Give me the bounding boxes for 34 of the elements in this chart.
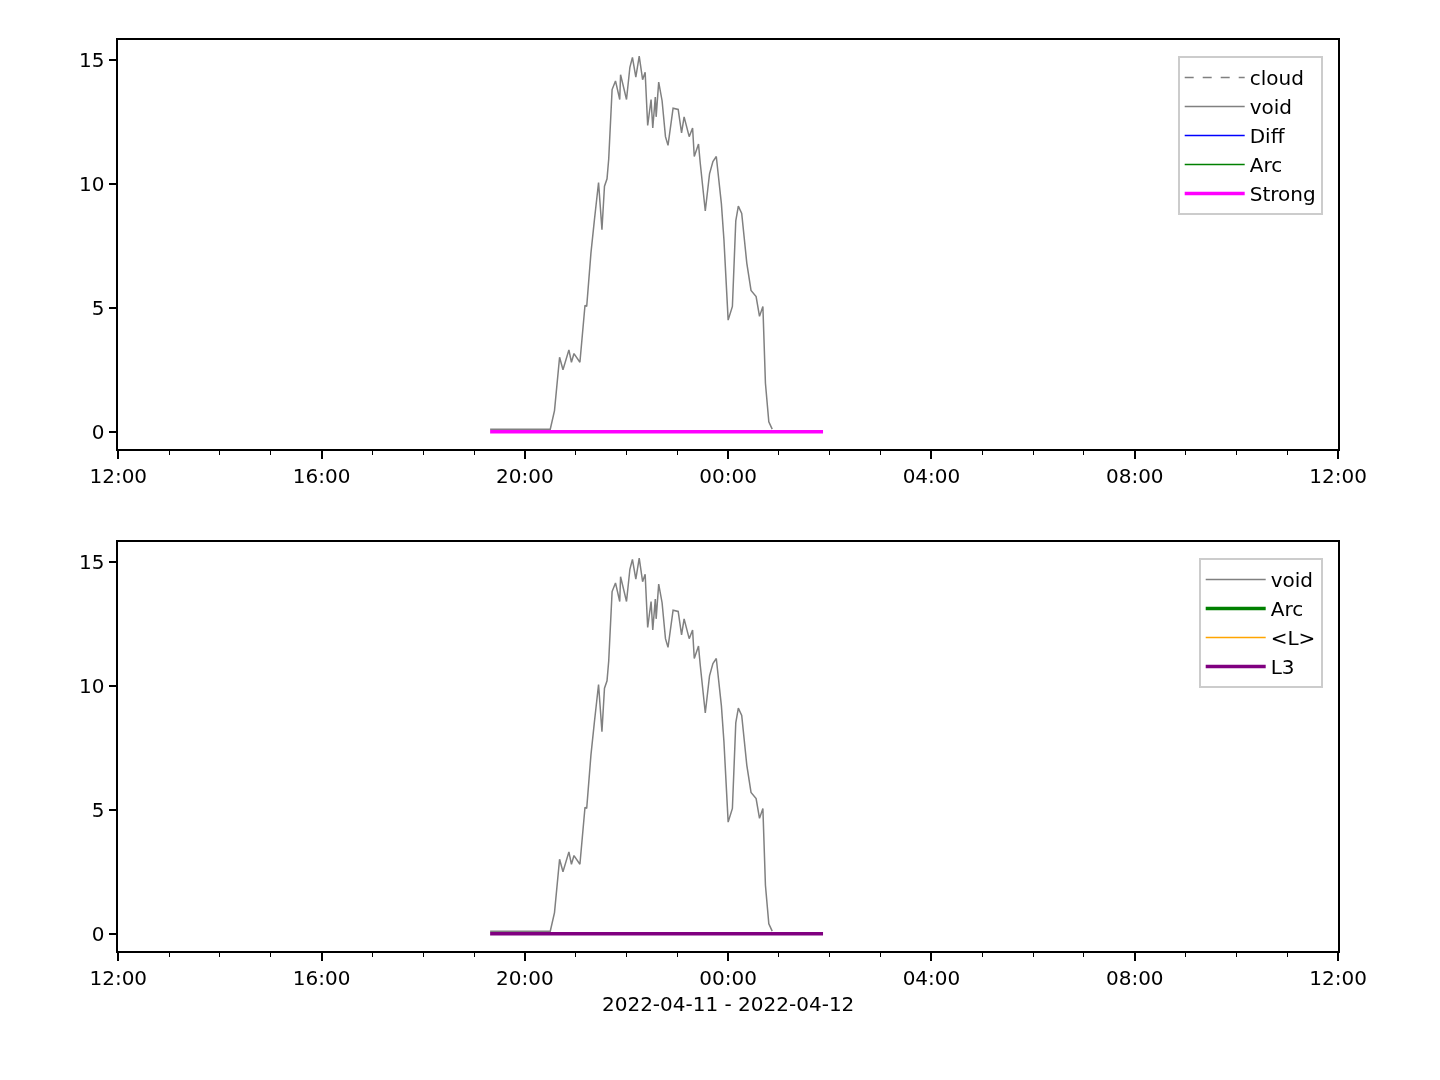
legend-label: Arc: [1249, 153, 1283, 178]
y-tick-label: 10: [79, 673, 105, 698]
x-tick-label: 04:00: [902, 463, 961, 488]
x-tick-label: 08:00: [1105, 463, 1164, 488]
legend-label: <L>: [1270, 626, 1316, 651]
x-axis-title: 2022-04-11 - 2022-04-12: [601, 991, 855, 1016]
x-tick-label: 12:00: [1309, 463, 1367, 488]
x-tick-label: 20:00: [496, 463, 554, 488]
x-tick-label: 16:00: [292, 463, 351, 488]
x-tick-label: 04:00: [902, 965, 961, 990]
y-tick-label: 0: [91, 921, 105, 946]
x-tick-label: 12:00: [89, 463, 148, 488]
legend-label: cloud: [1249, 66, 1304, 91]
x-tick-label: 12:00: [1309, 965, 1367, 990]
legend-label: L3: [1270, 655, 1295, 680]
legend-label: void: [1249, 95, 1293, 120]
legend-label: Arc: [1270, 597, 1304, 622]
x-tick-label: 08:00: [1105, 965, 1164, 990]
x-tick-label: 12:00: [89, 965, 148, 990]
line-series: [489, 55, 773, 430]
legend-label: Strong: [1249, 182, 1316, 207]
x-tick-label: 20:00: [496, 965, 554, 990]
y-tick-label: 5: [91, 797, 105, 822]
y-tick-label: 15: [79, 549, 105, 574]
x-tick-label: 16:00: [292, 965, 351, 990]
y-tick-label: 5: [91, 295, 105, 320]
y-tick-label: 0: [91, 419, 105, 444]
legend-label: Diff: [1249, 124, 1286, 149]
legend-label: void: [1270, 568, 1314, 593]
y-tick-label: 10: [79, 171, 105, 196]
x-tick-label: 00:00: [699, 463, 757, 488]
x-tick-label: 00:00: [699, 965, 757, 990]
y-tick-label: 15: [79, 47, 105, 72]
line-series: [489, 557, 773, 932]
